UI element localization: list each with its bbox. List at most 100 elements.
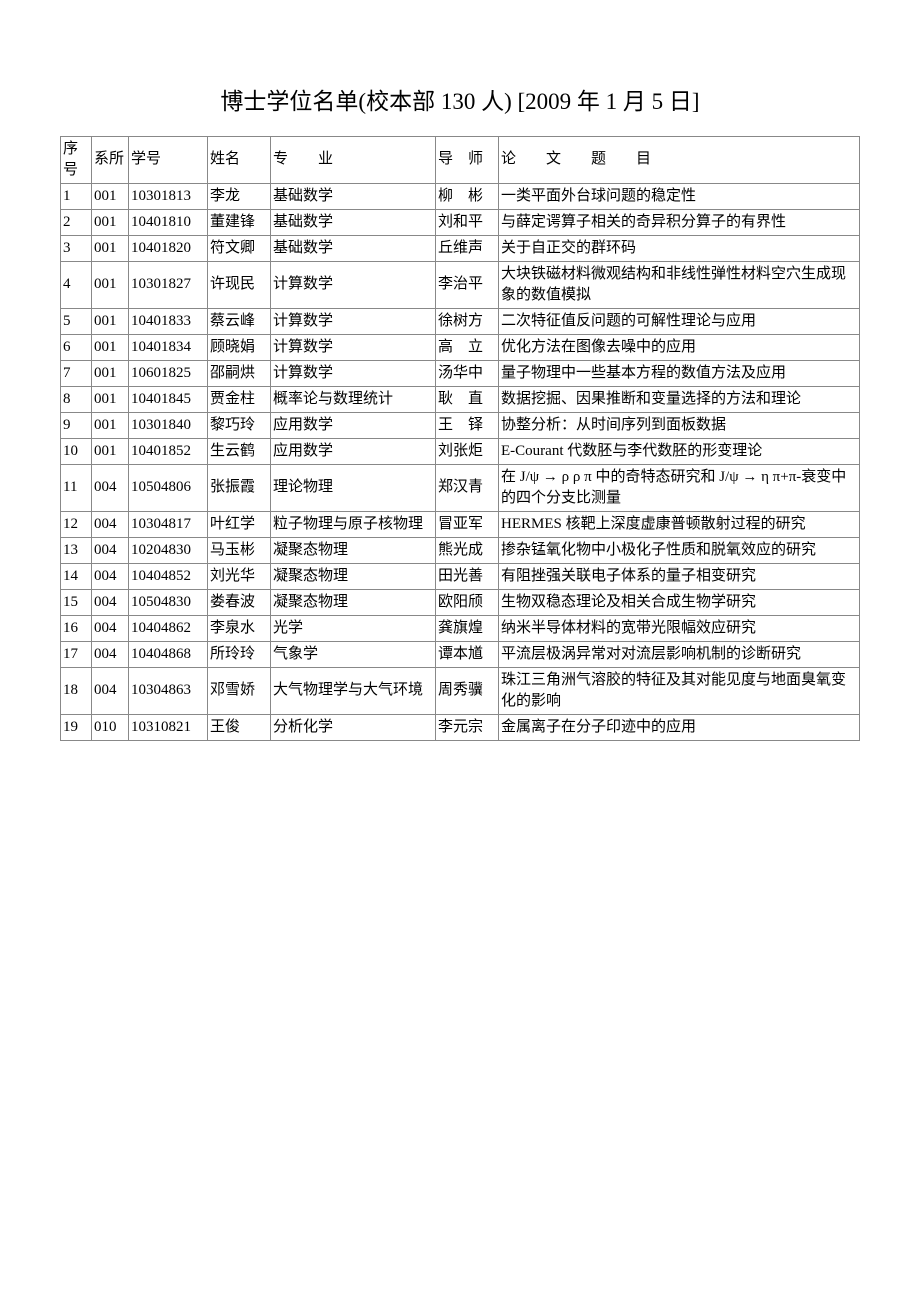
cell-thesis: 量子物理中一些基本方程的数值方法及应用 [499,360,860,386]
cell-dept: 001 [92,308,129,334]
cell-advisor: 汤华中 [436,360,499,386]
cell-thesis: 一类平面外台球问题的稳定性 [499,183,860,209]
cell-major: 凝聚态物理 [271,537,436,563]
cell-id: 10401852 [129,438,208,464]
cell-name: 董建锋 [208,209,271,235]
cell-thesis: HERMES 核靶上深度虚康普顿散射过程的研究 [499,511,860,537]
cell-thesis: 协整分析：从时间序列到面板数据 [499,412,860,438]
cell-seq: 7 [61,360,92,386]
cell-name: 蔡云峰 [208,308,271,334]
cell-seq: 8 [61,386,92,412]
cell-name: 贾金柱 [208,386,271,412]
table-header-row: 序号 系所 学号 姓名 专 业 导 师 论 文 题 目 [61,136,860,183]
cell-id: 10310821 [129,714,208,740]
table-row: 400110301827许现民计算数学李治平大块铁磁材料微观结构和非线性弹性材料… [61,261,860,308]
table-row: 700110601825邵嗣烘计算数学汤华中量子物理中一些基本方程的数值方法及应… [61,360,860,386]
col-header-name: 姓名 [208,136,271,183]
table-row: 1800410304863邓雪娇大气物理学与大气环境周秀骥珠江三角洲气溶胶的特征… [61,667,860,714]
cell-major: 应用数学 [271,438,436,464]
table-row: 1400410404852刘光华凝聚态物理田光善有阻挫强关联电子体系的量子相变研… [61,563,860,589]
cell-major: 凝聚态物理 [271,563,436,589]
col-header-major: 专 业 [271,136,436,183]
cell-advisor: 熊光成 [436,537,499,563]
cell-advisor: 龚旗煌 [436,615,499,641]
cell-seq: 15 [61,589,92,615]
cell-id: 10601825 [129,360,208,386]
cell-major: 大气物理学与大气环境 [271,667,436,714]
cell-thesis: 珠江三角洲气溶胶的特征及其对能见度与地面臭氧变化的影响 [499,667,860,714]
cell-id: 10401834 [129,334,208,360]
cell-seq: 13 [61,537,92,563]
cell-major: 气象学 [271,641,436,667]
cell-advisor: 田光善 [436,563,499,589]
col-header-seq: 序号 [61,136,92,183]
cell-thesis: 金属离子在分子印迹中的应用 [499,714,860,740]
cell-dept: 004 [92,641,129,667]
cell-name: 刘光华 [208,563,271,589]
table-row: 1500410504830娄春波凝聚态物理欧阳颀生物双稳态理论及相关合成生物学研… [61,589,860,615]
cell-seq: 12 [61,511,92,537]
cell-id: 10404868 [129,641,208,667]
cell-advisor: 刘张炬 [436,438,499,464]
cell-name: 黎巧玲 [208,412,271,438]
table-row: 200110401810董建锋基础数学刘和平与薛定谔算子相关的奇异积分算子的有界… [61,209,860,235]
cell-seq: 18 [61,667,92,714]
cell-major: 基础数学 [271,235,436,261]
cell-name: 娄春波 [208,589,271,615]
cell-seq: 3 [61,235,92,261]
cell-thesis: 生物双稳态理论及相关合成生物学研究 [499,589,860,615]
cell-thesis: 平流层极涡异常对对流层影响机制的诊断研究 [499,641,860,667]
cell-name: 李龙 [208,183,271,209]
cell-name: 邓雪娇 [208,667,271,714]
cell-seq: 11 [61,464,92,511]
cell-id: 10504830 [129,589,208,615]
cell-name: 顾晓娟 [208,334,271,360]
cell-advisor: 郑汉青 [436,464,499,511]
cell-dept: 001 [92,386,129,412]
cell-major: 粒子物理与原子核物理 [271,511,436,537]
table-row: 1300410204830马玉彬凝聚态物理熊光成掺杂锰氧化物中小极化子性质和脱氧… [61,537,860,563]
cell-thesis: E-Courant 代数胚与李代数胚的形变理论 [499,438,860,464]
cell-thesis: 纳米半导体材料的宽带光限幅效应研究 [499,615,860,641]
cell-dept: 001 [92,334,129,360]
cell-id: 10304817 [129,511,208,537]
cell-dept: 001 [92,360,129,386]
cell-advisor: 李治平 [436,261,499,308]
cell-major: 分析化学 [271,714,436,740]
cell-advisor: 欧阳颀 [436,589,499,615]
cell-advisor: 李元宗 [436,714,499,740]
cell-name: 李泉水 [208,615,271,641]
cell-seq: 17 [61,641,92,667]
cell-advisor: 刘和平 [436,209,499,235]
cell-thesis: 数据挖掘、因果推断和变量选择的方法和理论 [499,386,860,412]
table-row: 500110401833蔡云峰计算数学徐树方二次特征值反问题的可解性理论与应用 [61,308,860,334]
cell-major: 凝聚态物理 [271,589,436,615]
cell-seq: 4 [61,261,92,308]
cell-name: 生云鹤 [208,438,271,464]
table-row: 1901010310821王俊分析化学李元宗金属离子在分子印迹中的应用 [61,714,860,740]
col-header-thesis: 论 文 题 目 [499,136,860,183]
cell-advisor: 徐树方 [436,308,499,334]
cell-dept: 004 [92,511,129,537]
cell-seq: 5 [61,308,92,334]
cell-thesis: 有阻挫强关联电子体系的量子相变研究 [499,563,860,589]
cell-thesis: 与薛定谔算子相关的奇异积分算子的有界性 [499,209,860,235]
cell-thesis: 关于自正交的群环码 [499,235,860,261]
cell-id: 10401845 [129,386,208,412]
cell-seq: 19 [61,714,92,740]
cell-dept: 001 [92,183,129,209]
cell-id: 10204830 [129,537,208,563]
table-row: 1200410304817叶红学粒子物理与原子核物理冒亚军HERMES 核靶上深… [61,511,860,537]
cell-name: 张振霞 [208,464,271,511]
page-title: 博士学位名单(校本部 130 人) [2009 年 1 月 5 日] [60,80,860,124]
col-header-id: 学号 [129,136,208,183]
cell-dept: 004 [92,464,129,511]
cell-name: 叶红学 [208,511,271,537]
cell-advisor: 王 铎 [436,412,499,438]
col-header-dept: 系所 [92,136,129,183]
table-row: 1100410504806张振霞理论物理郑汉青在 J/ψ → ρ ρ π 中的奇… [61,464,860,511]
cell-dept: 001 [92,209,129,235]
cell-name: 符文卿 [208,235,271,261]
cell-dept: 004 [92,537,129,563]
cell-advisor: 丘维声 [436,235,499,261]
